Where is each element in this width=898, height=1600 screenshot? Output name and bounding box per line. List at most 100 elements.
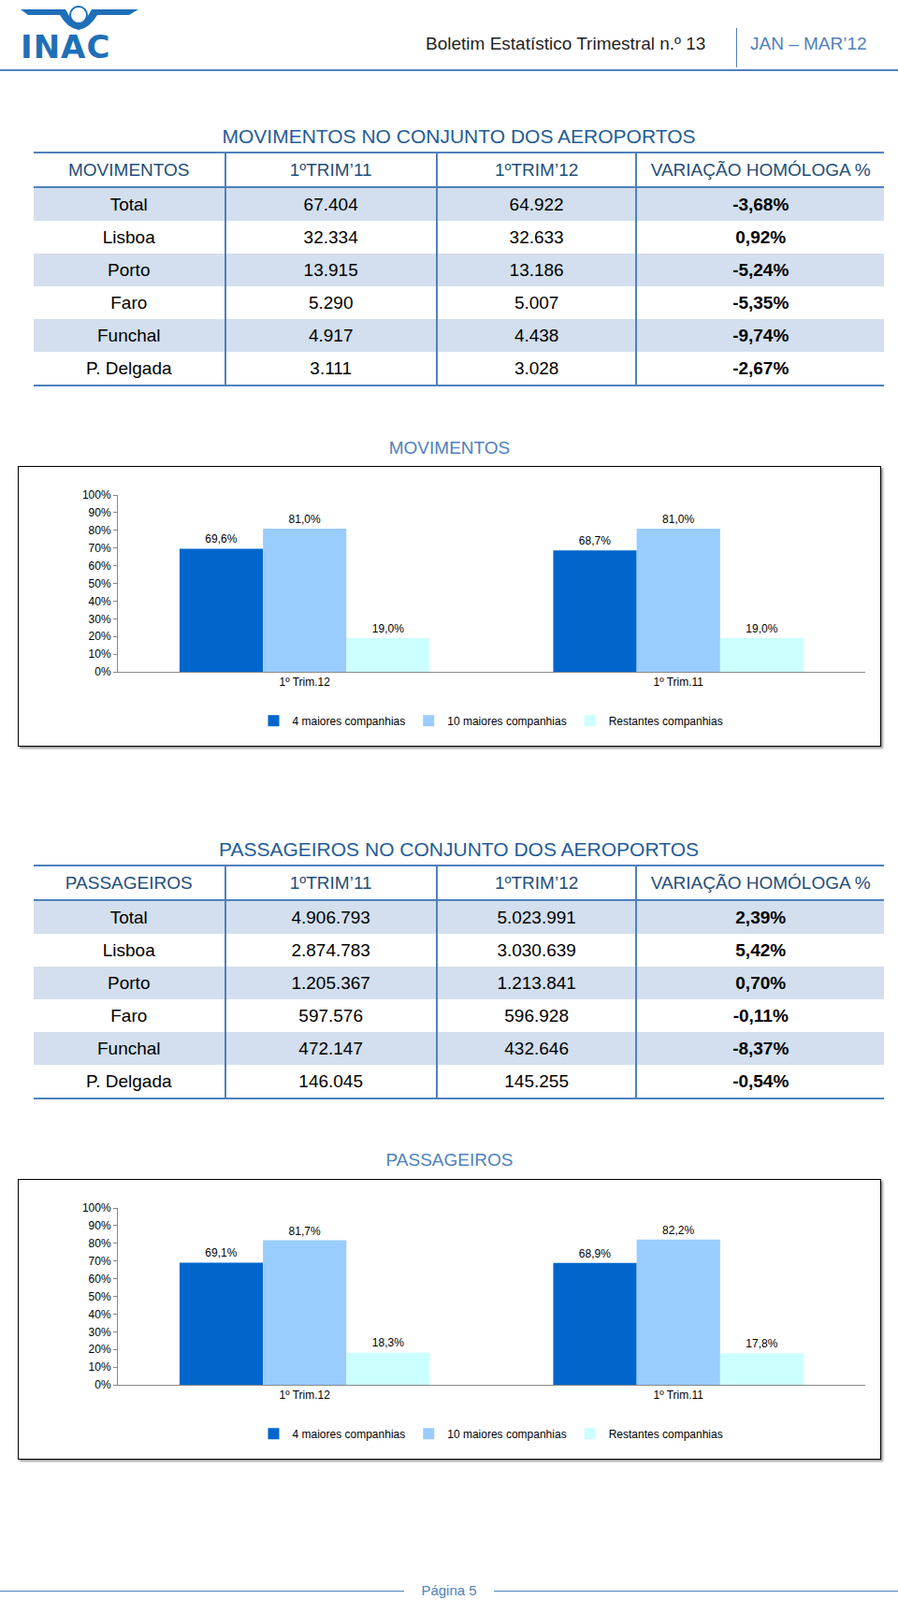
html-text:32.334: 32.334	[303, 226, 358, 247]
html-text:3.030.639: 3.030.639	[497, 939, 577, 960]
svg-text:1º Trim.11: 1º Trim.11	[652, 1388, 704, 1402]
html-text:0,70%: 0,70%	[735, 972, 786, 993]
html-text:32.633: 32.633	[509, 226, 564, 247]
svg-text:69,1%: 69,1%	[204, 1245, 237, 1260]
html-text:-0,54%: -0,54%	[732, 1070, 789, 1091]
html-text:Boletim Estatístico Trimestral: Boletim Estatístico Trimestral n.º 13	[425, 33, 706, 54]
svg-text:Restantes companhias: Restantes companhias	[608, 1427, 724, 1441]
html-text:5.290: 5.290	[308, 292, 354, 312]
svg-text:19,0%: 19,0%	[745, 622, 778, 636]
html-text:MOVIMENTOS: MOVIMENTOS	[388, 437, 511, 458]
html-text:3.111: 3.111	[309, 357, 352, 378]
html-text:VARIAÇÃO HOMÓLOGA %: VARIAÇÃO HOMÓLOGA %	[650, 159, 871, 180]
html-text:-2,67%: -2,67%	[732, 357, 789, 378]
svg-text:17,8%: 17,8%	[745, 1336, 778, 1350]
html-text:-5,35%: -5,35%	[732, 292, 789, 312]
html-text:-3,68%: -3,68%	[732, 194, 789, 214]
html-text:5.023.991: 5.023.991	[497, 906, 577, 927]
html-text:Porto: Porto	[107, 972, 151, 993]
svg-text:Restantes companhias: Restantes companhias	[608, 714, 724, 728]
svg-text:30%: 30%	[88, 1325, 112, 1339]
svg-text:10%: 10%	[88, 1360, 112, 1374]
html-text:13.915: 13.915	[303, 259, 358, 280]
html-text:MOVIMENTOS: MOVIMENTOS	[68, 159, 190, 180]
svg-text:80%: 80%	[88, 1236, 112, 1250]
svg-text:0%: 0%	[94, 665, 112, 679]
html-text:4.906.793: 4.906.793	[291, 906, 371, 927]
svg-text:20%: 20%	[88, 1342, 112, 1356]
svg-text:80%: 80%	[88, 523, 112, 537]
svg-text:70%: 70%	[88, 1254, 112, 1268]
svg-text:81,0%: 81,0%	[289, 512, 321, 526]
svg-text:4 maiores companhias: 4 maiores companhias	[292, 714, 406, 728]
html-text:67.404: 67.404	[303, 194, 358, 214]
svg-text:1º Trim.11: 1º Trim.11	[652, 675, 704, 689]
html-text:0,92%: 0,92%	[735, 226, 786, 247]
html-text:1ºTRIM’11: 1ºTRIM’11	[289, 159, 372, 180]
html-text:1ºTRIM’12: 1ºTRIM’12	[494, 159, 579, 180]
html-text:JAN – MAR’12: JAN – MAR’12	[750, 33, 867, 54]
html-text:4.917: 4.917	[308, 325, 354, 345]
svg-text:10 maiores companhias: 10 maiores companhias	[447, 714, 566, 728]
svg-text:50%: 50%	[88, 1289, 112, 1304]
html-text:Funchal: Funchal	[97, 325, 161, 345]
svg-text:10%: 10%	[88, 647, 112, 661]
html-text:2.874.783: 2.874.783	[291, 939, 371, 960]
html-text:Total: Total	[110, 906, 148, 927]
svg-text:81,0%: 81,0%	[662, 512, 695, 526]
svg-text:82,2%: 82,2%	[662, 1223, 695, 1237]
svg-text:20%: 20%	[88, 629, 112, 643]
svg-text:19,0%: 19,0%	[372, 622, 405, 636]
html-text:432.646: 432.646	[504, 1037, 569, 1058]
html-text:INAC: INAC	[20, 28, 111, 66]
html-text:Faro: Faro	[110, 292, 148, 312]
html-text:Lisboa: Lisboa	[102, 939, 156, 960]
html-text:Total: Total	[110, 194, 148, 214]
svg-text:70%: 70%	[88, 541, 112, 555]
svg-text:40%: 40%	[88, 594, 112, 609]
html-text:3.028: 3.028	[514, 357, 559, 378]
html-text:145.255: 145.255	[504, 1070, 569, 1091]
svg-text:40%: 40%	[88, 1307, 112, 1321]
svg-text:1º Trim.12: 1º Trim.12	[279, 1388, 332, 1402]
svg-text:68,7%: 68,7%	[579, 534, 611, 548]
html-text:P. Delgada: P. Delgada	[86, 1070, 172, 1091]
html-text:PASSAGEIROS NO CONJUNTO DOS AE: PASSAGEIROS NO CONJUNTO DOS AEROPORTOS	[218, 838, 699, 860]
html-text:-5,24%: -5,24%	[732, 259, 789, 280]
html-text:P. Delgada: P. Delgada	[86, 357, 172, 378]
html-text:5.007: 5.007	[514, 292, 559, 312]
html-text:64.922: 64.922	[509, 194, 564, 214]
html-text:PASSAGEIROS: PASSAGEIROS	[65, 872, 193, 892]
html-text:5,42%: 5,42%	[735, 939, 786, 960]
html-text:Lisboa: Lisboa	[102, 226, 156, 247]
html-text:146.045: 146.045	[298, 1070, 363, 1091]
html-text:-8,37%: -8,37%	[732, 1037, 789, 1058]
svg-text:1º Trim.12: 1º Trim.12	[279, 675, 332, 689]
html-text:1.205.367: 1.205.367	[291, 972, 371, 993]
svg-text:60%: 60%	[88, 559, 112, 573]
html-text:472.147: 472.147	[298, 1037, 363, 1058]
svg-text:4 maiores companhias: 4 maiores companhias	[292, 1427, 406, 1441]
html-text:13.186: 13.186	[509, 259, 564, 280]
svg-text:100%: 100%	[82, 1201, 112, 1215]
svg-text:69,6%: 69,6%	[204, 532, 237, 546]
svg-text:60%: 60%	[88, 1272, 112, 1286]
svg-text:90%: 90%	[88, 506, 112, 520]
svg-text:68,9%: 68,9%	[579, 1246, 611, 1261]
svg-text:81,7%: 81,7%	[289, 1224, 321, 1238]
svg-text:90%: 90%	[88, 1218, 112, 1232]
svg-text:100%: 100%	[82, 488, 112, 502]
html-text:MOVIMENTOS NO CONJUNTO DOS AER: MOVIMENTOS NO CONJUNTO DOS AEROPORTOS	[222, 125, 696, 147]
html-text:PASSAGEIROS: PASSAGEIROS	[385, 1149, 513, 1170]
svg-text:0%: 0%	[94, 1377, 112, 1391]
svg-text:18,3%: 18,3%	[372, 1335, 405, 1349]
html-text:Porto: Porto	[107, 259, 151, 280]
svg-text:10 maiores companhias: 10 maiores companhias	[447, 1427, 566, 1441]
html-text:Funchal: Funchal	[97, 1037, 161, 1058]
svg-text:50%: 50%	[88, 577, 112, 591]
svg-text:30%: 30%	[88, 612, 112, 626]
html-text:1.213.841: 1.213.841	[497, 972, 577, 993]
html-text:2,39%: 2,39%	[735, 906, 786, 927]
html-text:-9,74%: -9,74%	[732, 325, 789, 345]
html-text:4.438: 4.438	[514, 325, 559, 345]
